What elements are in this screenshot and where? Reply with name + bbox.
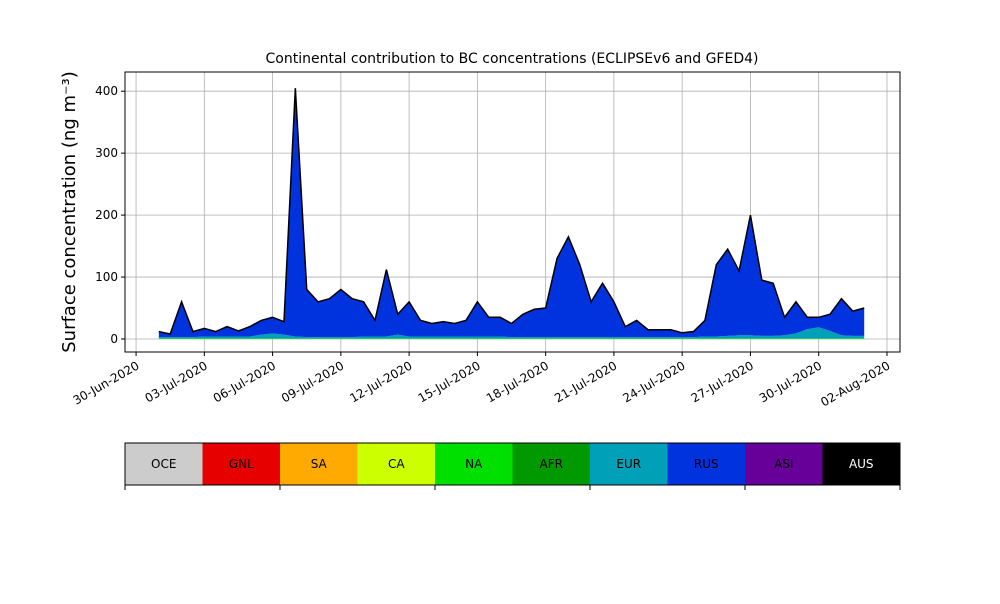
legend-swatch	[822, 443, 900, 485]
legend-swatch	[357, 443, 435, 485]
legend-label: NA	[465, 457, 483, 471]
legend-swatch	[125, 443, 203, 485]
legend-label: ASI	[774, 457, 793, 471]
y-axis-label: Surface concentration (ng m⁻³)	[59, 71, 80, 353]
legend-label: SA	[311, 457, 328, 471]
legend-label: GNL	[229, 457, 254, 471]
y-tick-label: 400	[95, 84, 118, 98]
legend-label: EUR	[616, 457, 641, 471]
y-tick-label: 300	[95, 146, 118, 160]
legend-label: AUS	[849, 457, 874, 471]
legend-swatch	[202, 443, 280, 485]
y-tick-label: 200	[95, 208, 118, 222]
legend-swatch	[667, 443, 745, 485]
legend-swatch	[435, 443, 513, 485]
plot-frame	[124, 71, 901, 353]
chart-title: Continental contribution to BC concentra…	[266, 51, 759, 67]
area-eur	[158, 327, 865, 339]
area-rus	[158, 88, 865, 338]
y-tick-label: 0	[110, 332, 118, 346]
legend-swatch	[590, 443, 668, 485]
legend-swatch	[512, 443, 590, 485]
legend-label: CA	[388, 457, 405, 471]
y-tick-label: 100	[95, 270, 118, 284]
legend-label: OCE	[151, 457, 176, 471]
legend-label: AFR	[540, 457, 563, 471]
area-na	[158, 338, 865, 339]
total-outline	[158, 88, 865, 335]
legend-label: RUS	[694, 457, 719, 471]
legend-swatch	[745, 443, 823, 485]
legend-swatch	[280, 443, 358, 485]
legend-frame	[124, 442, 901, 486]
